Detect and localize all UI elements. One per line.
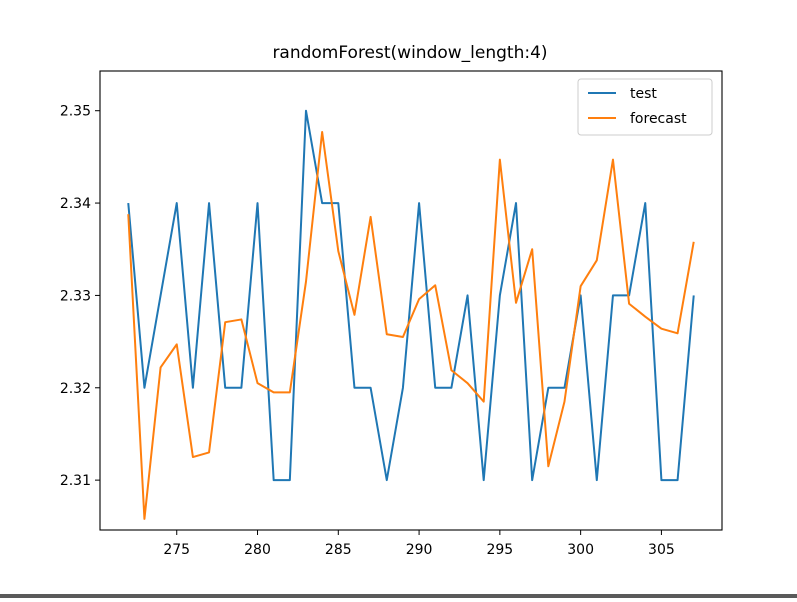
- y-tick-label: 2.34: [60, 196, 91, 212]
- legend: test forecast: [578, 79, 712, 135]
- plot-area: 275 280 285 290 295 300 305 2.31 2.32 2.33 2.34 2.3…: [60, 71, 722, 558]
- x-tick-label: 285: [325, 542, 352, 558]
- x-tick-label: 305: [648, 542, 675, 558]
- legend-label-forecast: forecast: [630, 111, 687, 127]
- chart-title: randomForest(window_length:4): [272, 43, 547, 63]
- x-tick-label: 280: [244, 542, 271, 558]
- x-tick-label: 290: [406, 542, 433, 558]
- y-tick-label: 2.31: [60, 473, 91, 489]
- x-tick-label: 275: [163, 542, 190, 558]
- x-tick-label: 300: [567, 542, 594, 558]
- y-tick-label: 2.33: [60, 288, 91, 304]
- y-tick-label: 2.35: [60, 104, 91, 120]
- y-tick-label: 2.32: [60, 381, 91, 397]
- x-tick-label: 295: [486, 542, 513, 558]
- legend-label-test: test: [630, 86, 657, 102]
- series-line-forecast: [128, 132, 693, 519]
- bottom-divider: [0, 594, 797, 598]
